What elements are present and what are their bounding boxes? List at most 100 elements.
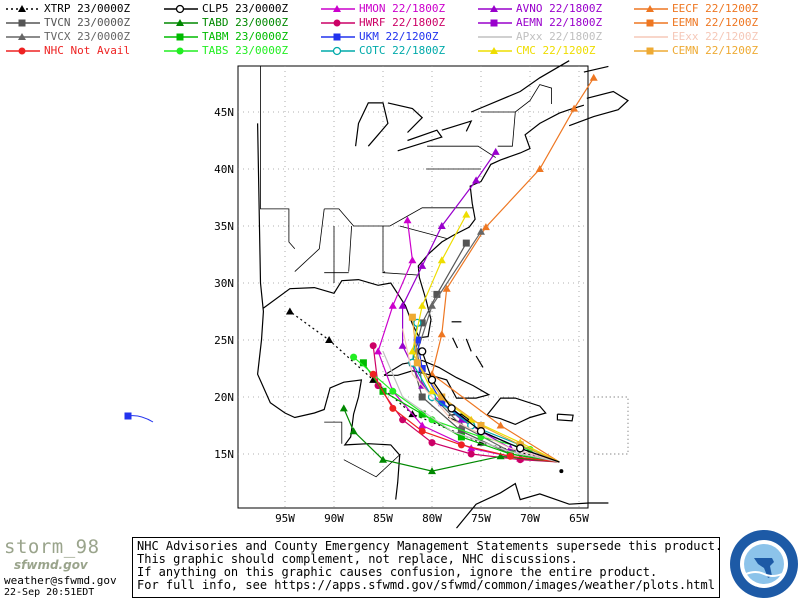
generated-datetime: 22-Sep 20:51EDT [4, 587, 95, 598]
longitude-label: 85W [373, 512, 393, 525]
legend-item: TVCN 23/0000Z [0, 16, 130, 29]
coastline [441, 120, 473, 132]
disclaimer-line-1: NHC Advisories and County Emergency Mana… [137, 539, 723, 553]
legend-item: UKM 22/1200Z [315, 30, 438, 43]
track-point [506, 452, 514, 460]
coastline [475, 355, 484, 368]
legend-marker [333, 19, 341, 26]
border-line [497, 111, 516, 147]
border-line [294, 208, 325, 272]
storm98-logo-text: storm_98 [4, 536, 100, 558]
track-point [418, 410, 426, 418]
track-point [437, 330, 446, 338]
track-point [457, 427, 465, 435]
disclaimer-line-3: If anything on this graphic causes confu… [137, 565, 658, 579]
coastline [456, 482, 609, 529]
legend-swatch [164, 18, 198, 26]
legend-label: TVCX 23/0000Z [44, 29, 131, 43]
track-point [389, 387, 397, 395]
track-point [389, 404, 397, 412]
legend-marker [333, 4, 341, 12]
legend-swatch [6, 32, 40, 40]
legend-swatch [634, 47, 668, 54]
legend-swatch [634, 19, 668, 26]
track-point [428, 467, 436, 475]
legend-label: EExx 22/1200Z [672, 29, 759, 43]
legend-label: HWRF 22/1800Z [359, 15, 446, 29]
track-point [418, 319, 426, 327]
disclaimer-line-2: This graphic should complement, not repl… [137, 552, 578, 566]
track-point [496, 421, 505, 429]
legend-marker [18, 19, 26, 26]
legend-label: EEMN 22/1200Z [672, 15, 759, 29]
track-point [438, 393, 446, 401]
track-point [516, 444, 525, 453]
legend-marker [176, 33, 184, 40]
track-line [411, 317, 560, 463]
track-point [418, 347, 427, 356]
longitude-label: 70W [520, 512, 540, 525]
legend-swatch [321, 46, 355, 55]
track-point [418, 427, 426, 435]
track-point [457, 415, 466, 423]
track-point [408, 256, 417, 264]
coastline [583, 65, 609, 73]
legend-marker [176, 18, 184, 26]
longitude-label: 80W [422, 512, 442, 525]
legend-item: XTRP 23/0000Z [0, 2, 130, 15]
track-line [402, 151, 560, 463]
legend-label: CMC 22/1200Z [516, 43, 596, 57]
track-point [369, 375, 378, 383]
track-point [438, 399, 446, 407]
storm98-branding: storm_98 sfwmd.gov weather@sfwmd.gov 22-… [0, 534, 132, 600]
legend-swatch [164, 47, 198, 54]
track-point [325, 336, 334, 343]
track-point [589, 73, 598, 81]
storm-track-map: 95W 90W 85W 80W 75W 70W 65W 15N 20N 25N 30N 35N 40N 4… [124, 60, 629, 529]
track-line [372, 373, 560, 463]
track-point [398, 301, 407, 309]
sfwmd-logo-text: sfwmd.gov [14, 558, 88, 572]
legend-swatch [478, 4, 512, 12]
model-track [418, 347, 560, 463]
map-frame [237, 65, 589, 509]
track-point [379, 455, 387, 463]
legend-swatch [478, 46, 512, 54]
legend-marker [18, 47, 26, 54]
atlantic-dotted-box [593, 396, 629, 455]
legend-swatch [164, 33, 198, 40]
model-legend: XTRP 23/0000Z CLP5 23/0000Z HMON 22/1800Z A… [0, 0, 800, 58]
stray-track-point [124, 412, 132, 420]
latitude-label: 45N [214, 106, 234, 119]
track-point [491, 147, 500, 155]
track-point [535, 165, 544, 172]
legend-label: CLP5 23/0000Z [202, 1, 289, 15]
track-point [467, 444, 476, 452]
legend-marker [176, 47, 184, 54]
track-point [437, 256, 446, 264]
coastline [470, 60, 570, 113]
latitude-label: 20N [214, 391, 234, 404]
track-point [388, 301, 397, 309]
track-point [413, 336, 421, 344]
legend-label: UKM 22/1200Z [359, 29, 439, 43]
latitude-label: 30N [214, 277, 234, 290]
legend-marker [490, 46, 498, 54]
track-line [411, 214, 560, 463]
legend-label: CEMN 22/1200Z [672, 43, 759, 57]
legend-swatch [6, 19, 40, 26]
latitude-label: 40N [214, 163, 234, 176]
model-track [398, 147, 560, 463]
border-line [481, 84, 552, 113]
track-point [467, 450, 475, 458]
legend-item: TVCX 23/0000Z [0, 30, 130, 43]
track-line [382, 351, 560, 463]
track-point [437, 222, 446, 229]
legend-item: TABM 23/0000Z [158, 30, 288, 43]
legend-item: APxx 22/1800Z [472, 30, 602, 43]
track-point [428, 301, 436, 309]
legend-item: CLP5 23/0000Z [158, 2, 288, 15]
track-point [457, 433, 465, 441]
coastline [387, 102, 424, 133]
legend-marker [18, 32, 26, 40]
